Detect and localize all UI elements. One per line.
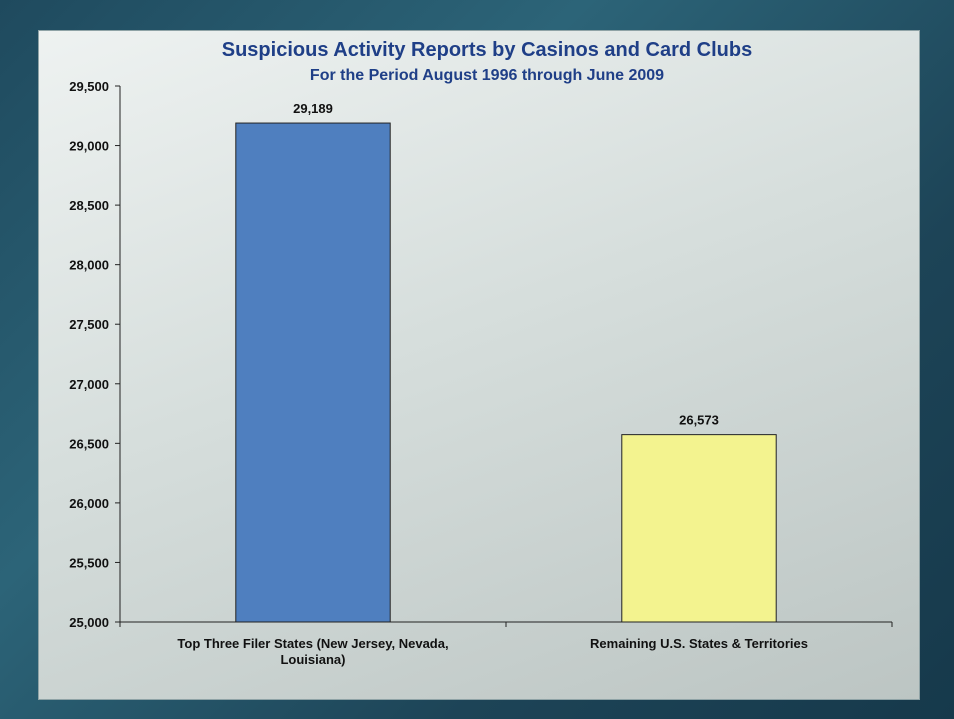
y-tick-label: 29,500 xyxy=(69,79,109,94)
y-tick-label: 27,000 xyxy=(69,377,109,392)
bar-1 xyxy=(235,122,391,623)
y-tick-label: 29,000 xyxy=(69,139,109,154)
y-tick-label: 26,500 xyxy=(69,436,109,451)
chart-subtitle: For the Period August 1996 through June … xyxy=(310,67,664,84)
bar-2 xyxy=(621,434,777,623)
chart-title: Suspicious Activity Reports by Casinos a… xyxy=(222,39,752,61)
category-label: Top Three Filer States (New Jersey, Neva… xyxy=(177,636,448,651)
y-tick-label: 28,500 xyxy=(69,198,109,213)
y-tick-label: 26,000 xyxy=(69,496,109,511)
data-label: 29,189 xyxy=(293,101,333,116)
category-label: Louisiana) xyxy=(280,652,345,667)
y-tick-label: 25,500 xyxy=(69,555,109,570)
data-label: 26,573 xyxy=(679,413,719,428)
y-tick-label: 25,000 xyxy=(69,615,109,630)
y-tick-label: 27,500 xyxy=(69,317,109,332)
category-label: Remaining U.S. States & Territories xyxy=(590,636,808,651)
y-tick-label: 28,000 xyxy=(69,258,109,273)
